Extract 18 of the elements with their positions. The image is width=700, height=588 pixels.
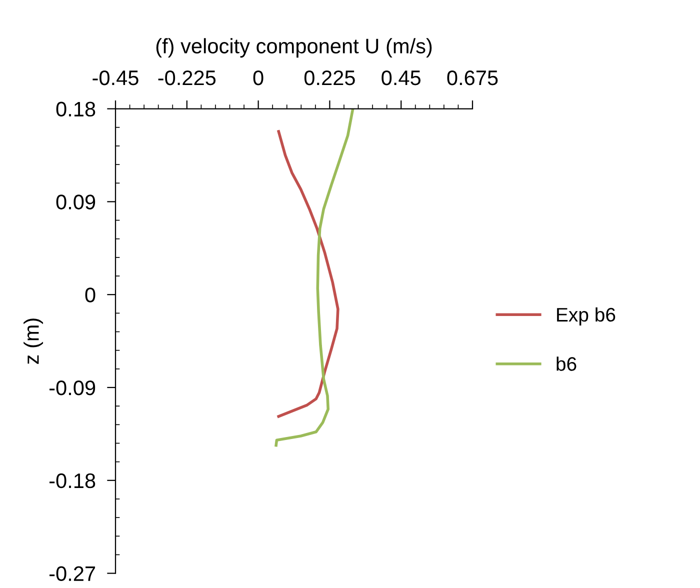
x-tick-label: 0 — [253, 70, 264, 86]
x-tick-label: 0.45 — [382, 70, 420, 86]
line-series — [274, 108, 354, 447]
y-tick-label: 0 — [85, 288, 96, 302]
legend-label: Exp b6 — [557, 307, 616, 326]
x-tick-label: -0.225 — [158, 70, 216, 86]
y-tick-label: -0.27 — [50, 566, 96, 582]
x-tick-label: 0.225 — [304, 70, 355, 86]
x-tick-label: 0.675 — [447, 70, 498, 86]
y-tick-label: 0.09 — [56, 194, 96, 210]
x-tick-label: -0.45 — [92, 70, 138, 86]
line-series — [277, 130, 340, 418]
y-tick-label: 0.18 — [56, 102, 96, 117]
legend-label: b6 — [556, 356, 576, 371]
x-axis-title: (f) velocity component U (m/s) — [156, 38, 432, 58]
y-tick-label: -0.18 — [50, 473, 96, 488]
y-axis-title: z (m) — [24, 318, 44, 364]
y-tick-label: -0.09 — [50, 380, 96, 396]
